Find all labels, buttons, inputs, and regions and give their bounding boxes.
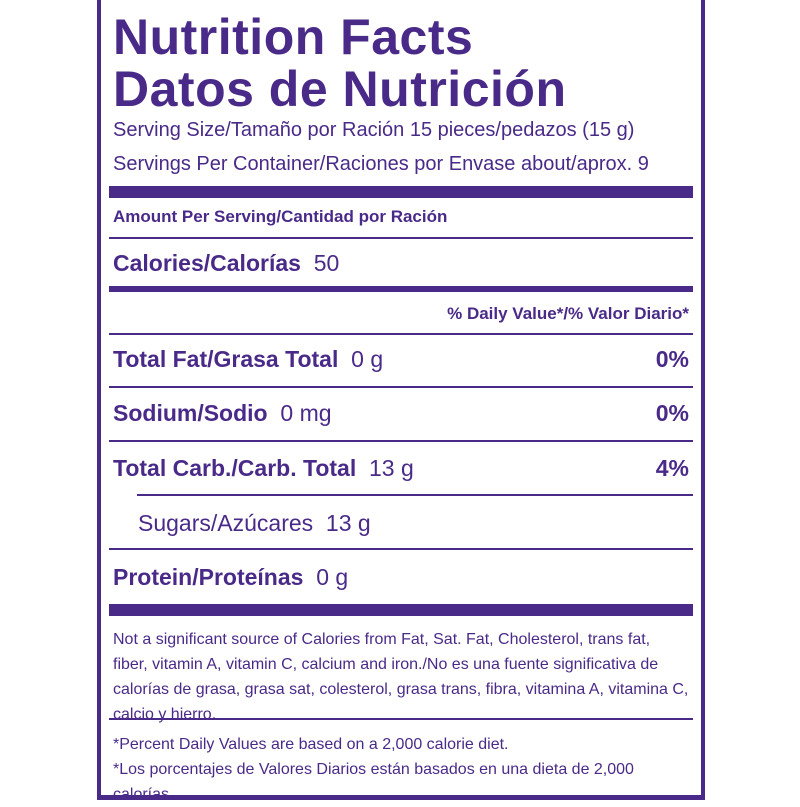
divider-thin bbox=[109, 386, 693, 388]
daily-value-header: % Daily Value*/% Valor Diario* bbox=[447, 304, 689, 323]
nutrient-row-sodium: Sodium/Sodio 0 mg 0% bbox=[113, 400, 689, 427]
calories-row: Calories/Calorías 50 bbox=[113, 250, 689, 277]
divider-thin bbox=[109, 718, 693, 720]
amount-per-serving: Amount Per Serving/Cantidad por Ración bbox=[113, 207, 448, 226]
divider-thick bbox=[109, 186, 693, 198]
divider-medium bbox=[109, 286, 693, 292]
divider-thin bbox=[109, 548, 693, 550]
nutrient-daily-value: 4% bbox=[655, 455, 689, 481]
label-bottom-border bbox=[97, 795, 705, 800]
divider-thin-indented bbox=[137, 494, 693, 496]
nutrient-name: Total Fat/Grasa Total bbox=[113, 346, 339, 372]
title-spanish: Datos de Nutrición bbox=[113, 61, 567, 117]
calories-label: Calories/Calorías bbox=[113, 250, 301, 276]
nutrition-label: Nutrition Facts Datos de Nutrición Servi… bbox=[97, 0, 705, 803]
nutrient-amount: 0 mg bbox=[280, 400, 332, 426]
divider-thin bbox=[109, 440, 693, 442]
nutrient-row-total-fat: Total Fat/Grasa Total 0 g 0% bbox=[113, 346, 689, 373]
nutrient-amount: 13 g bbox=[369, 455, 414, 481]
nutrient-daily-value: 0% bbox=[655, 400, 689, 426]
servings-per-container: Servings Per Container/Raciones por Enva… bbox=[113, 153, 649, 175]
divider-thick bbox=[109, 604, 693, 616]
nutrient-amount: 13 g bbox=[325, 510, 371, 536]
divider-thin bbox=[109, 333, 693, 335]
nutrient-amount: 0 g bbox=[351, 346, 384, 372]
divider-thin bbox=[109, 237, 693, 239]
nutrient-name: Sugars/Azúcares bbox=[138, 510, 314, 536]
footnote-not-significant: Not a significant source of Calories fro… bbox=[113, 631, 689, 723]
calories-value: 50 bbox=[313, 250, 340, 276]
nutrient-amount: 0 g bbox=[316, 564, 349, 590]
serving-size: Serving Size/Tamaño por Ración 15 pieces… bbox=[113, 119, 635, 141]
nutrient-name: Total Carb./Carb. Total bbox=[113, 455, 357, 481]
title-english: Nutrition Facts bbox=[113, 9, 474, 65]
nutrient-row-sugars: Sugars/Azúcares 13 g bbox=[138, 510, 689, 537]
nutrient-name: Sodium/Sodio bbox=[113, 400, 268, 426]
nutrient-daily-value: 0% bbox=[655, 346, 689, 372]
nutrient-row-total-carb: Total Carb./Carb. Total 13 g 4% bbox=[113, 455, 689, 482]
nutrient-row-protein: Protein/Proteínas 0 g bbox=[113, 564, 689, 591]
nutrient-name: Protein/Proteínas bbox=[113, 564, 304, 590]
footnote-daily-values-en: *Percent Daily Values are based on a 2,0… bbox=[113, 736, 509, 753]
